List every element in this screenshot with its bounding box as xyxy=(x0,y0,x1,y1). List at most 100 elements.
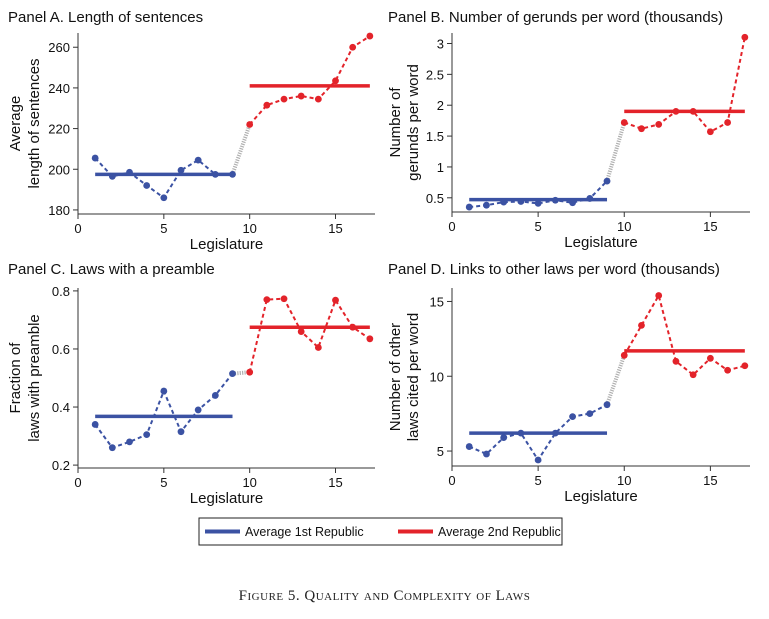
x-tick-label: 15 xyxy=(328,475,342,490)
x-tick-label: 0 xyxy=(74,221,81,236)
y-tick-label: 0.6 xyxy=(52,342,70,357)
y-tick-label: 180 xyxy=(48,203,70,218)
series-2nd-republic-line xyxy=(248,297,371,373)
y-axis-label-line1: Number of xyxy=(387,87,404,158)
y-tick-label: 200 xyxy=(48,162,70,177)
point-1st-republic-8 xyxy=(211,392,219,399)
point-2nd-republic-15 xyxy=(706,354,714,362)
point-2nd-republic-10 xyxy=(620,351,628,359)
point-2nd-republic-16 xyxy=(724,119,732,126)
point-2nd-republic-10 xyxy=(246,121,254,128)
x-axis-label: Legislature xyxy=(190,236,263,253)
y-tick-label: 0.4 xyxy=(52,400,70,415)
x-tick-label: 0 xyxy=(448,473,455,488)
y-tick-label: 0.5 xyxy=(426,191,444,206)
y-tick-label: 2 xyxy=(437,98,444,113)
y-axis-label-line2: laws with preamble xyxy=(26,314,43,442)
point-2nd-republic-11 xyxy=(263,101,271,109)
point-1st-republic-1 xyxy=(465,443,473,450)
panel-c: Panel C. Laws with a preamble 0.2 0.4 0.6 0.… xyxy=(7,261,375,507)
point-2nd-republic-15 xyxy=(332,296,339,304)
point-1st-republic-9 xyxy=(603,177,611,185)
point-1st-republic-5 xyxy=(534,456,542,464)
point-1st-republic-2 xyxy=(108,444,116,452)
point-2nd-republic-11 xyxy=(638,321,645,329)
point-1st-republic-4 xyxy=(143,431,151,439)
series-2nd-republic-line xyxy=(623,292,746,377)
point-2nd-republic-14 xyxy=(689,107,697,115)
point-2nd-republic-14 xyxy=(314,95,322,103)
point-2nd-republic-17 xyxy=(741,33,749,41)
legend-label-2nd-republic: Average 2nd Republic xyxy=(438,525,561,539)
point-2nd-republic-12 xyxy=(280,95,288,103)
point-2nd-republic-13 xyxy=(672,107,680,115)
point-2nd-republic-15 xyxy=(332,77,339,85)
y-tick-label: 1.5 xyxy=(426,129,444,144)
legend: Average 1st Republic Average 2nd Republic xyxy=(198,517,563,546)
point-1st-republic-2 xyxy=(483,450,490,458)
figure-caption: Figure 5. Quality and Complexity of Laws xyxy=(238,588,531,604)
point-2nd-republic-17 xyxy=(366,32,374,40)
y-tick-label: 10 xyxy=(430,369,444,384)
point-1st-republic-5 xyxy=(160,387,168,395)
x-tick-label: 10 xyxy=(242,221,256,236)
point-2nd-republic-11 xyxy=(263,296,271,304)
point-1st-republic-4 xyxy=(143,182,151,189)
point-2nd-republic-16 xyxy=(349,43,357,51)
y-tick-label: 15 xyxy=(430,294,444,309)
point-1st-republic-5 xyxy=(160,194,168,202)
point-1st-republic-5 xyxy=(534,199,542,207)
point-1st-republic-7 xyxy=(569,199,576,207)
y-tick-label: 5 xyxy=(437,444,444,459)
panel-a: Panel A. Length of sentences 180 200 220 240… xyxy=(7,9,375,253)
y-tick-label: 0.8 xyxy=(52,284,70,299)
point-1st-republic-4 xyxy=(517,198,525,205)
point-1st-republic-4 xyxy=(517,429,525,437)
point-1st-republic-6 xyxy=(551,429,559,437)
republic-transition-link xyxy=(230,123,252,175)
point-1st-republic-6 xyxy=(177,166,185,174)
point-2nd-republic-10 xyxy=(620,119,628,126)
x-axis-label: Legislature xyxy=(564,488,637,505)
point-2nd-republic-16 xyxy=(724,366,732,374)
panel-b: Panel B. Number of gerunds per word (tho… xyxy=(387,9,750,251)
point-1st-republic-1 xyxy=(91,421,99,428)
x-tick-label: 5 xyxy=(535,473,542,488)
series-1st-republic-line xyxy=(94,157,233,200)
x-tick-label: 10 xyxy=(617,473,631,488)
y-axis-label-line2: gerunds per word xyxy=(405,64,422,181)
x-tick-label: 5 xyxy=(160,221,167,236)
point-1st-republic-3 xyxy=(126,168,133,176)
point-1st-republic-6 xyxy=(177,428,185,436)
point-1st-republic-1 xyxy=(91,154,99,162)
y-tick-label: 1 xyxy=(437,160,444,175)
y-tick-label: 220 xyxy=(48,122,70,137)
point-2nd-republic-14 xyxy=(689,371,697,379)
point-2nd-republic-17 xyxy=(741,362,749,370)
series-1st-republic-line xyxy=(469,180,608,209)
y-tick-label: 260 xyxy=(48,40,70,55)
x-axis-label: Legislature xyxy=(564,234,637,251)
point-2nd-republic-10 xyxy=(246,368,254,376)
point-1st-republic-3 xyxy=(500,198,508,206)
x-tick-label: 0 xyxy=(448,219,455,234)
panel-title: Panel A. Length of sentences xyxy=(8,9,203,26)
panel-title: Panel B. Number of gerunds per word (tho… xyxy=(388,9,723,26)
series-2nd-republic-line xyxy=(623,37,746,134)
x-tick-label: 15 xyxy=(328,221,342,236)
point-2nd-republic-11 xyxy=(638,125,645,133)
point-1st-republic-9 xyxy=(229,370,236,378)
point-1st-republic-8 xyxy=(586,410,594,418)
x-tick-label: 0 xyxy=(74,475,81,490)
x-tick-label: 10 xyxy=(617,219,631,234)
figure-5-chart: Panel A. Length of sentences180200220240… xyxy=(7,9,750,546)
point-2nd-republic-12 xyxy=(655,120,663,128)
point-2nd-republic-15 xyxy=(706,128,714,136)
point-1st-republic-3 xyxy=(126,438,133,446)
point-1st-republic-3 xyxy=(500,434,508,441)
y-tick-label: 2.5 xyxy=(426,67,444,82)
panel-d: Panel D. Links to other laws per word (t… xyxy=(387,261,750,505)
point-2nd-republic-13 xyxy=(297,328,305,335)
point-1st-republic-2 xyxy=(108,172,116,180)
point-2nd-republic-12 xyxy=(655,292,663,299)
